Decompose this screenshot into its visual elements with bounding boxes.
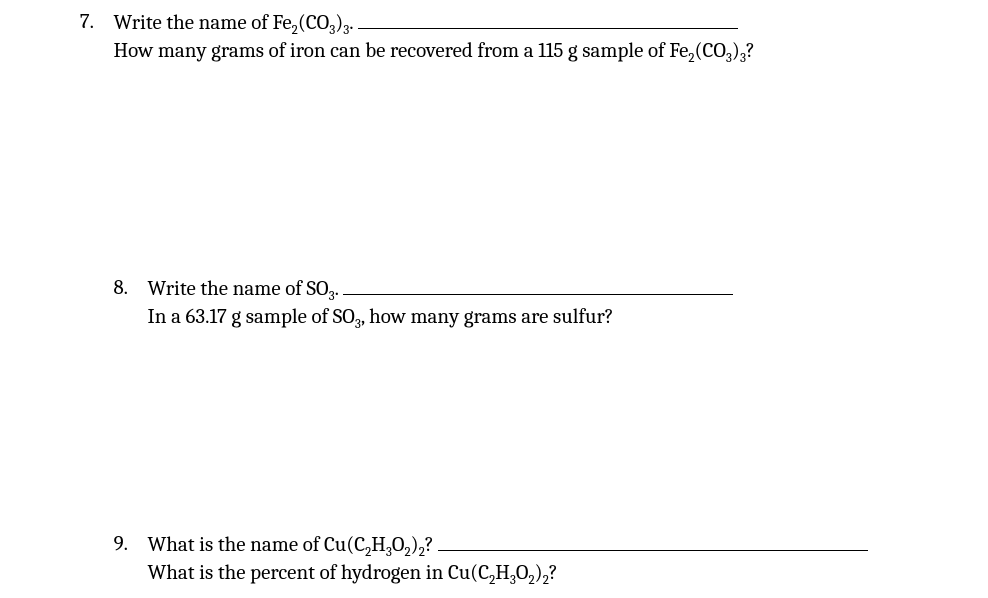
prompt-post: ? xyxy=(425,533,438,557)
line2-pre: What is the percent of hydrogen in xyxy=(148,561,448,585)
answer-blank[interactable] xyxy=(438,530,868,551)
prompt-pre: What is the name of xyxy=(148,533,324,557)
question-body: Write the name of Fe2(CO3)3. How many gr… xyxy=(98,8,755,65)
question-number: 8. xyxy=(52,274,128,302)
question-7: 7. Write the name of Fe2(CO3)3. How many… xyxy=(52,8,908,65)
chem-formula: Fe2(CO3)3 xyxy=(273,11,350,35)
question-body: What is the name of Cu(C2H3O2)2? What is… xyxy=(132,530,869,587)
chem-formula: Cu(C2H3O2)2 xyxy=(448,561,549,585)
prompt-pre: Write the name of xyxy=(114,11,273,35)
chem-formula: SO3 xyxy=(307,277,335,301)
question-body: Write the name of SO3. In a 63.17 g samp… xyxy=(132,274,733,331)
answer-blank[interactable] xyxy=(358,8,738,29)
line2-post: , how many grams are sulfur? xyxy=(361,305,614,329)
chem-formula: Fe2(CO3)3 xyxy=(669,39,746,63)
chem-formula: SO3 xyxy=(333,305,361,329)
question-number: 7. xyxy=(52,8,94,36)
answer-blank[interactable] xyxy=(343,274,733,295)
question-9: 9. What is the name of Cu(C2H3O2)2? What… xyxy=(52,530,908,587)
prompt-pre: Write the name of xyxy=(148,277,307,301)
question-line-1: What is the name of Cu(C2H3O2)2? xyxy=(148,533,869,557)
question-number: 9. xyxy=(52,530,128,558)
line2-post: ? xyxy=(746,39,755,63)
chem-formula: Cu(C2H3O2)2 xyxy=(324,533,425,557)
line2-pre: How many grams of iron can be recovered … xyxy=(114,39,670,63)
question-8: 8. Write the name of SO3. In a 63.17 g s… xyxy=(52,274,908,331)
prompt-post: . xyxy=(335,277,343,301)
question-line-2: What is the percent of hydrogen in Cu(C2… xyxy=(148,561,558,585)
line2-post: ? xyxy=(549,561,558,585)
prompt-post: . xyxy=(349,11,357,35)
question-line-1: Write the name of SO3. xyxy=(148,277,733,301)
question-line-2: In a 63.17 g sample of SO3, how many gra… xyxy=(148,305,614,329)
worksheet-page: 7. Write the name of Fe2(CO3)3. How many… xyxy=(0,0,988,598)
question-line-2: How many grams of iron can be recovered … xyxy=(114,39,755,63)
question-line-1: Write the name of Fe2(CO3)3. xyxy=(114,11,738,35)
line2-pre: In a 63.17 g sample of xyxy=(148,305,333,329)
